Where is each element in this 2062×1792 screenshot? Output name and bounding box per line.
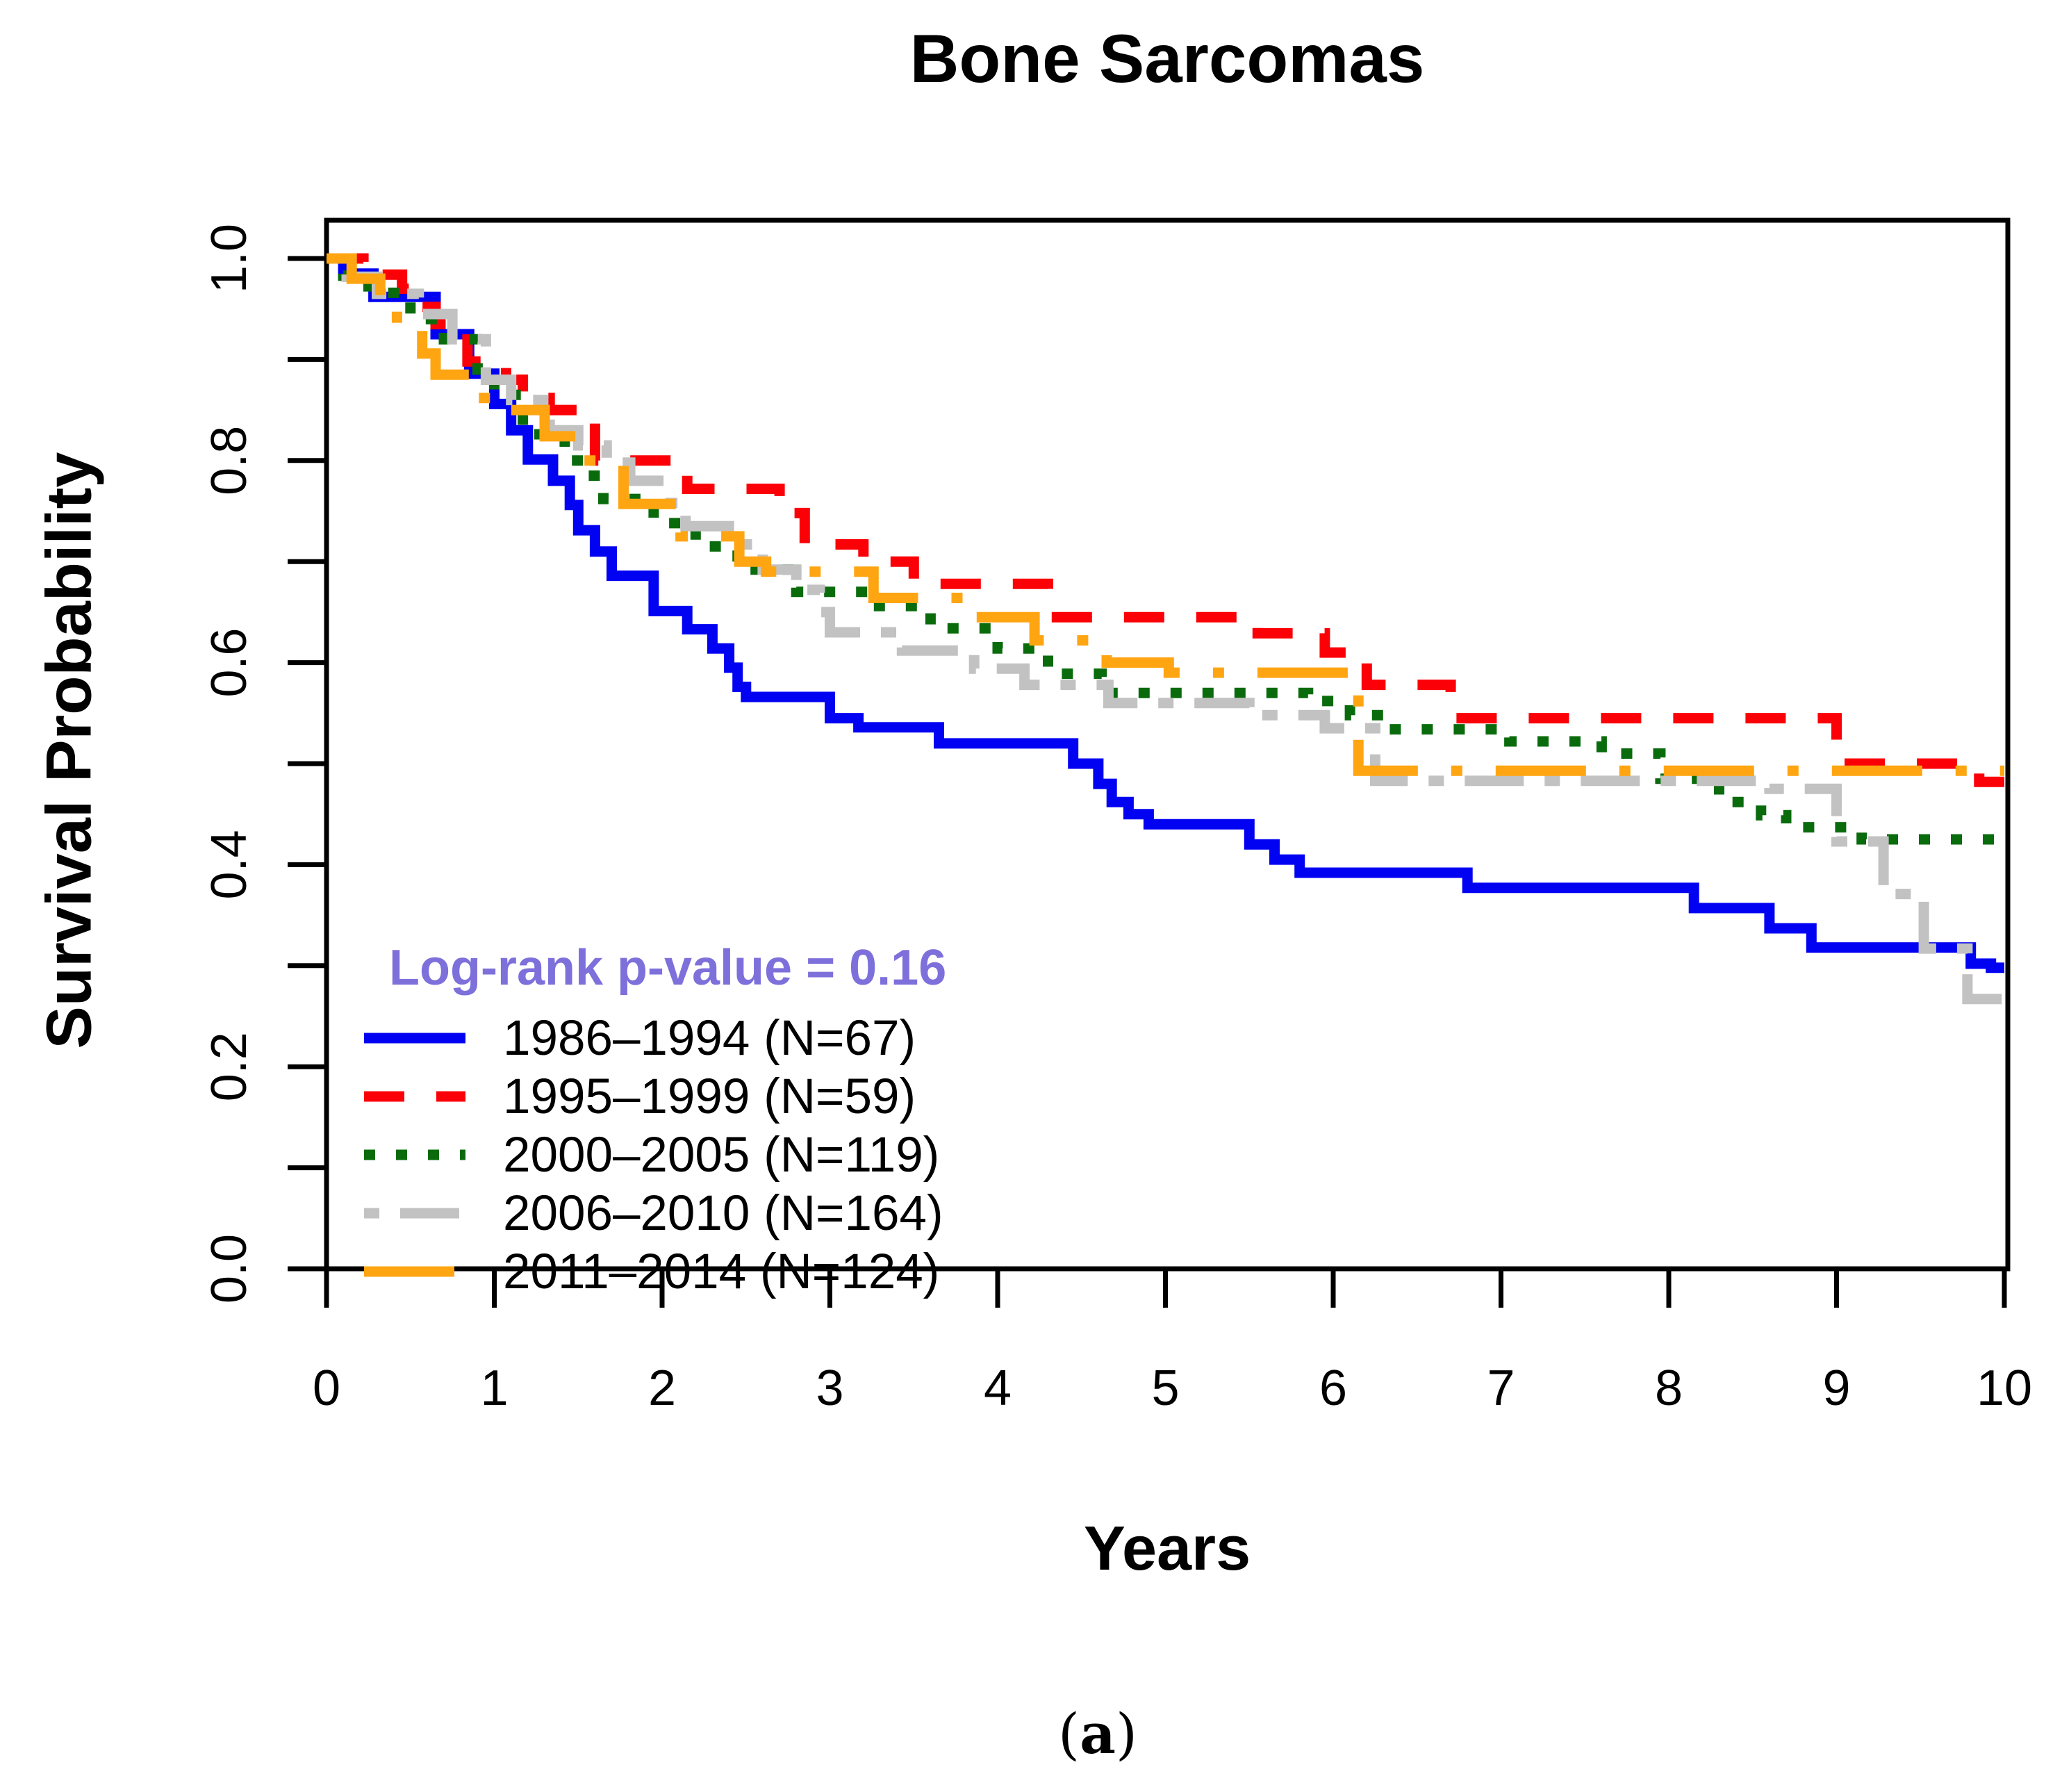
legend-swatch-1986-1994: [364, 1033, 465, 1044]
chart-title: Bone Sarcomas: [909, 20, 1425, 97]
log-rank-p-value: Log-rank p-value = 0.16: [389, 940, 947, 996]
y-tick-label: 0.4: [201, 830, 257, 899]
legend-item-2006-2010: 2006–2010 (N=164): [363, 1184, 946, 1242]
legend-swatch-2011-2014: [364, 1266, 465, 1277]
legend-item-2000-2005: 2000–2005 (N=119): [363, 1126, 946, 1184]
legend: Log-rank p-value = 0.16 1986–1994 (N=67)…: [363, 939, 946, 1301]
y-tick-label: 0.6: [201, 628, 257, 698]
survival-curve-2000-2005: [327, 253, 2004, 845]
x-tick-label: 7: [1487, 1361, 1515, 1416]
legend-item-1995-1999: 1995–1999 (N=59): [363, 1067, 946, 1126]
y-tick-label: 1.0: [201, 224, 257, 293]
x-tick-label: 9: [1822, 1361, 1850, 1416]
survival-curve-1986-1994: [327, 253, 2004, 973]
x-tick-label: 4: [984, 1361, 1012, 1416]
y-tick-label: 0.0: [201, 1234, 257, 1304]
y-tick-label: 0.2: [201, 1032, 257, 1101]
legend-swatch-2000-2005: [364, 1149, 465, 1160]
x-tick-label: 1: [480, 1361, 508, 1416]
legend-label: 1986–1994 (N=67): [503, 1010, 916, 1066]
x-tick-label: 8: [1655, 1361, 1683, 1416]
x-tick-label: 3: [816, 1361, 843, 1416]
y-axis-title: Survival Probability: [33, 452, 105, 1049]
survival-curve-2011-2014: [327, 253, 2004, 776]
legend-label: 2000–2005 (N=119): [503, 1127, 940, 1183]
x-tick-label: 0: [313, 1361, 340, 1416]
x-tick-label: 2: [648, 1361, 676, 1416]
subfigure-caption: (a): [1057, 1701, 1138, 1766]
x-tick-label: 6: [1319, 1361, 1347, 1416]
legend-swatch-1995-1999: [364, 1091, 465, 1102]
legend-label: 2006–2010 (N=164): [503, 1185, 943, 1241]
legend-item-1986-1994: 1986–1994 (N=67): [363, 1009, 946, 1067]
legend-swatch-2006-2010: [364, 1208, 465, 1219]
x-axis-title: Years: [1083, 1514, 1251, 1584]
legend-item-2011-2014: 2011–2014 (N=124): [363, 1242, 946, 1301]
y-tick-label: 0.8: [201, 426, 257, 495]
legend-label: 1995–1999 (N=59): [503, 1069, 916, 1124]
survival-curve-2006-2010: [327, 253, 2004, 1005]
x-tick-label: 10: [1977, 1361, 2032, 1416]
x-tick-label: 5: [1151, 1361, 1179, 1416]
legend-label: 2011–2014 (N=124): [503, 1244, 940, 1299]
